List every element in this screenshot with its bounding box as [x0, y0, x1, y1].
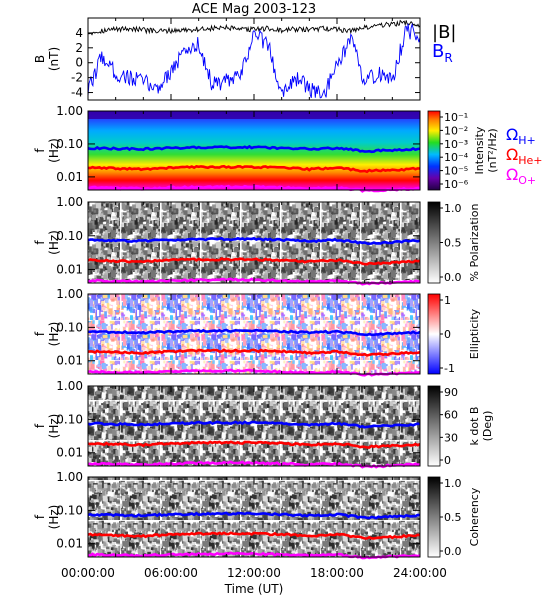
y-tick-label: -2	[71, 71, 83, 85]
colorbar-tick-label: 1	[444, 294, 451, 307]
chart-title: ACE Mag 2003-123	[192, 2, 316, 17]
colorbar-tick-label: 10⁻⁴	[444, 151, 469, 164]
x-tick-label: 24:00:00	[393, 566, 447, 580]
x-axis-label: Time (UT)	[224, 582, 284, 596]
colorbar-tick-label: -1	[444, 362, 455, 375]
colorbar-label: k dot B	[468, 407, 481, 446]
colorbar-tick-label: 10⁻⁵	[444, 165, 468, 178]
panel-1	[87, 17, 421, 101]
y-axis-unit: (Hz)	[47, 505, 61, 530]
y-axis-label: f	[33, 240, 47, 245]
y-tick-label: 1.00	[56, 379, 83, 393]
gyrofreq-line-hplus	[87, 420, 421, 429]
colorbar-4	[427, 293, 441, 375]
gyrofreq-line-hplus	[88, 328, 421, 337]
panel-2	[87, 110, 443, 193]
y-tick-label: 0.10	[56, 229, 83, 243]
y-tick-label: 0.10	[56, 412, 83, 426]
y-tick-label: 1.00	[56, 104, 83, 118]
y-tick-label: 2	[75, 41, 83, 55]
x-tick-label: 18:00:00	[310, 566, 364, 580]
colorbar-tick-label: 10⁻⁶	[444, 178, 469, 191]
colorbar-6	[427, 476, 441, 558]
colorbar-tick-label: 90	[444, 386, 458, 399]
y-tick-label: 0.10	[56, 503, 83, 517]
colorbar-tick-label: 0.0	[444, 545, 462, 558]
gyrofreq-line-hplus	[87, 144, 421, 154]
x-tick-label: 06:00:00	[144, 566, 198, 580]
colorbar-tick-label: 10⁻³	[444, 138, 468, 151]
colorbar-tick-label: 10⁻²	[444, 124, 468, 137]
gyrofreq-line-hplus	[87, 236, 421, 246]
y-tick-label: 0.10	[56, 320, 83, 334]
gyrofreq-line-hplus	[87, 511, 421, 520]
y-axis-unit: (Hz)	[47, 230, 61, 255]
colorbar-label: Ellipticity	[468, 308, 481, 359]
colorbar-tick-label: 10⁻¹	[444, 111, 468, 124]
panel-4	[87, 293, 443, 377]
y-axis-label: f	[33, 331, 47, 336]
gyrofreq-line-heplus	[87, 164, 421, 174]
colorbar-label: % Polarization	[468, 204, 481, 282]
panel-3	[87, 201, 443, 286]
y-tick-label: 0.01	[56, 537, 83, 551]
colorbar-tick-label: 0.5	[444, 511, 462, 524]
legend-b-magnitude: |B|	[432, 22, 456, 43]
gyrofreq-line-heplus	[87, 348, 421, 357]
panel-6	[87, 476, 443, 560]
y-axis-label: f	[33, 423, 47, 428]
colorbar-label: Intensity	[473, 126, 486, 174]
y-axis-unit: (Hz)	[47, 414, 61, 439]
x-tick-label: 00:00:00	[61, 566, 115, 580]
legend-omega-oplus: ΩO+	[506, 165, 536, 187]
colorbar-unit: (nT²/Hz)	[486, 128, 499, 172]
legend-omega-hplus: ΩH+	[506, 125, 536, 147]
colorbar-tick-label: 0	[444, 454, 451, 467]
colorbar-label: Coherency	[468, 487, 481, 546]
y-tick-label: 0.01	[56, 263, 83, 277]
y-tick-label: 0	[75, 56, 83, 70]
gyrofreq-line-heplus	[87, 257, 421, 266]
colorbar-3	[427, 201, 441, 284]
y-tick-label: 1.00	[56, 287, 83, 301]
colorbar-tick-label: 60	[444, 409, 458, 422]
y-tick-label: 1.00	[56, 470, 83, 484]
y-axis-label: B	[33, 55, 47, 63]
panel-5	[87, 385, 443, 469]
colorbar-tick-label: 0.0	[444, 271, 462, 284]
legend-b-r: BR	[432, 41, 453, 65]
y-tick-label: 4	[75, 26, 83, 40]
colorbar-tick-label: 1.0	[444, 477, 462, 490]
y-tick-label: 0.10	[56, 137, 83, 151]
colorbar-tick-label: 30	[444, 431, 458, 444]
series-line-b-r	[87, 22, 421, 99]
colorbar-unit: (Deg)	[481, 411, 494, 442]
colorbar-2	[427, 110, 441, 191]
colorbar-tick-label: 1.0	[444, 202, 462, 215]
y-tick-label: 0.01	[56, 170, 83, 184]
gyrofreq-line-heplus	[87, 531, 421, 540]
y-axis-unit: (nT)	[47, 47, 61, 71]
y-axis-label: f	[33, 514, 47, 519]
legend-omega-heplus: ΩHe+	[506, 145, 543, 167]
y-axis-unit: (Hz)	[47, 322, 61, 347]
y-axis-unit: (Hz)	[47, 138, 61, 163]
y-axis-label: f	[33, 148, 47, 153]
y-tick-label: -4	[71, 86, 83, 100]
y-tick-label: 1.00	[56, 195, 83, 209]
series-line-b-magnitude	[87, 19, 421, 36]
y-tick-label: 0.01	[56, 354, 83, 368]
y-tick-label: 0.01	[56, 446, 83, 460]
gyrofreq-line-heplus	[87, 440, 421, 449]
colorbar-5	[427, 385, 441, 467]
x-tick-label: 12:00:00	[227, 566, 281, 580]
colorbar-tick-label: 0.5	[444, 237, 462, 250]
colorbar-tick-label: 0	[444, 328, 451, 341]
